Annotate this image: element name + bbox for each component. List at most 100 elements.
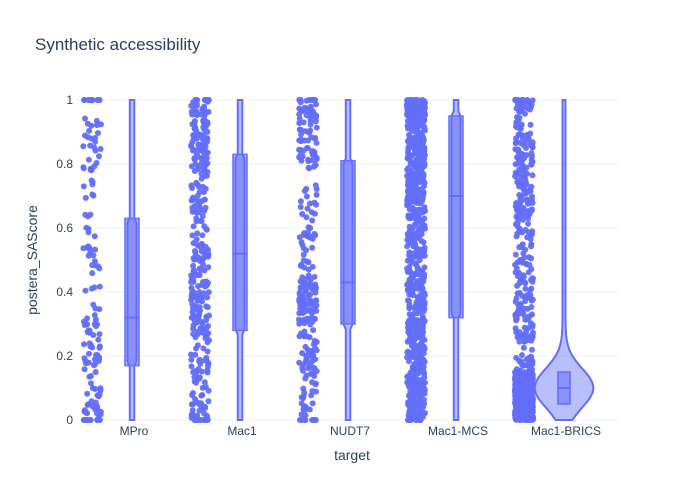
data-point [189,197,196,203]
data-point [422,112,428,119]
data-point [91,233,98,240]
data-point [529,153,535,160]
data-point [313,156,320,163]
data-point [85,156,92,163]
data-point [514,177,521,184]
data-point [198,417,205,423]
data-point [522,294,528,301]
data-point [514,390,521,397]
data-point [421,271,428,278]
data-point [421,152,428,159]
data-point [202,282,209,289]
data-point [310,163,317,170]
data-point [518,108,525,115]
data-point [313,186,320,192]
data-point [516,357,523,364]
data-point [412,260,419,267]
data-point [199,232,206,239]
data-point [296,120,303,127]
x-tick-label: NUDT7 [330,424,370,438]
data-point [204,128,211,135]
data-point [512,251,519,258]
data-point [313,297,319,304]
data-point [312,118,319,125]
data-point [528,255,535,262]
data-point [512,169,519,176]
data-point [92,138,99,145]
data-point [313,347,320,354]
data-point [312,356,319,363]
data-point [516,329,523,336]
data-point [91,312,98,319]
data-point [190,325,197,332]
data-point [525,333,532,340]
data-point [526,200,533,207]
data-point [80,143,87,150]
data-point [303,193,310,200]
data-point [517,381,524,388]
data-point [527,369,533,376]
data-point [310,417,317,423]
data-point [298,126,304,133]
data-point [201,105,208,112]
box [232,153,248,332]
data-point [514,216,521,223]
data-point [528,103,535,110]
data-point [87,247,94,254]
data-point [190,223,197,230]
data-point [88,285,95,292]
data-point [306,349,313,356]
data-point [200,405,207,412]
data-point [513,265,520,272]
data-point [529,329,536,336]
data-point [86,127,93,134]
data-point [414,264,421,271]
data-point [303,247,310,254]
data-point [298,330,305,337]
data-point [420,248,427,255]
data-point [81,341,87,348]
data-point [204,339,211,346]
data-point [523,145,529,151]
data-point [92,361,99,367]
data-point [192,334,199,341]
data-point [517,274,524,281]
data-point [305,301,312,308]
data-point [516,192,523,198]
data-point [313,124,320,131]
data-point [515,146,522,153]
data-point [85,252,92,259]
data-point [310,315,317,322]
data-point [514,282,521,289]
data-point [312,281,319,288]
data-point [196,131,203,138]
data-point [196,243,203,250]
data-point [205,250,212,257]
data-point [422,127,428,134]
violin-shape [533,99,595,421]
data-point [297,198,304,205]
data-point [526,386,533,393]
data-point [410,137,416,144]
data-point [412,148,419,155]
data-point [86,350,92,357]
data-point [405,375,412,382]
data-point [417,343,423,350]
data-point [524,305,531,312]
data-point [190,147,196,154]
data-point [96,306,103,313]
data-point [419,97,426,103]
data-point [192,97,199,103]
data-point [411,197,417,204]
data-point [96,153,102,160]
data-point [525,220,532,227]
data-point [524,97,531,103]
data-point [195,141,202,148]
data-point [297,278,304,285]
data-point [405,179,412,186]
data-point [313,139,320,146]
data-point [527,130,534,137]
data-point [205,398,212,405]
data-point [92,246,99,253]
data-point [86,373,93,380]
